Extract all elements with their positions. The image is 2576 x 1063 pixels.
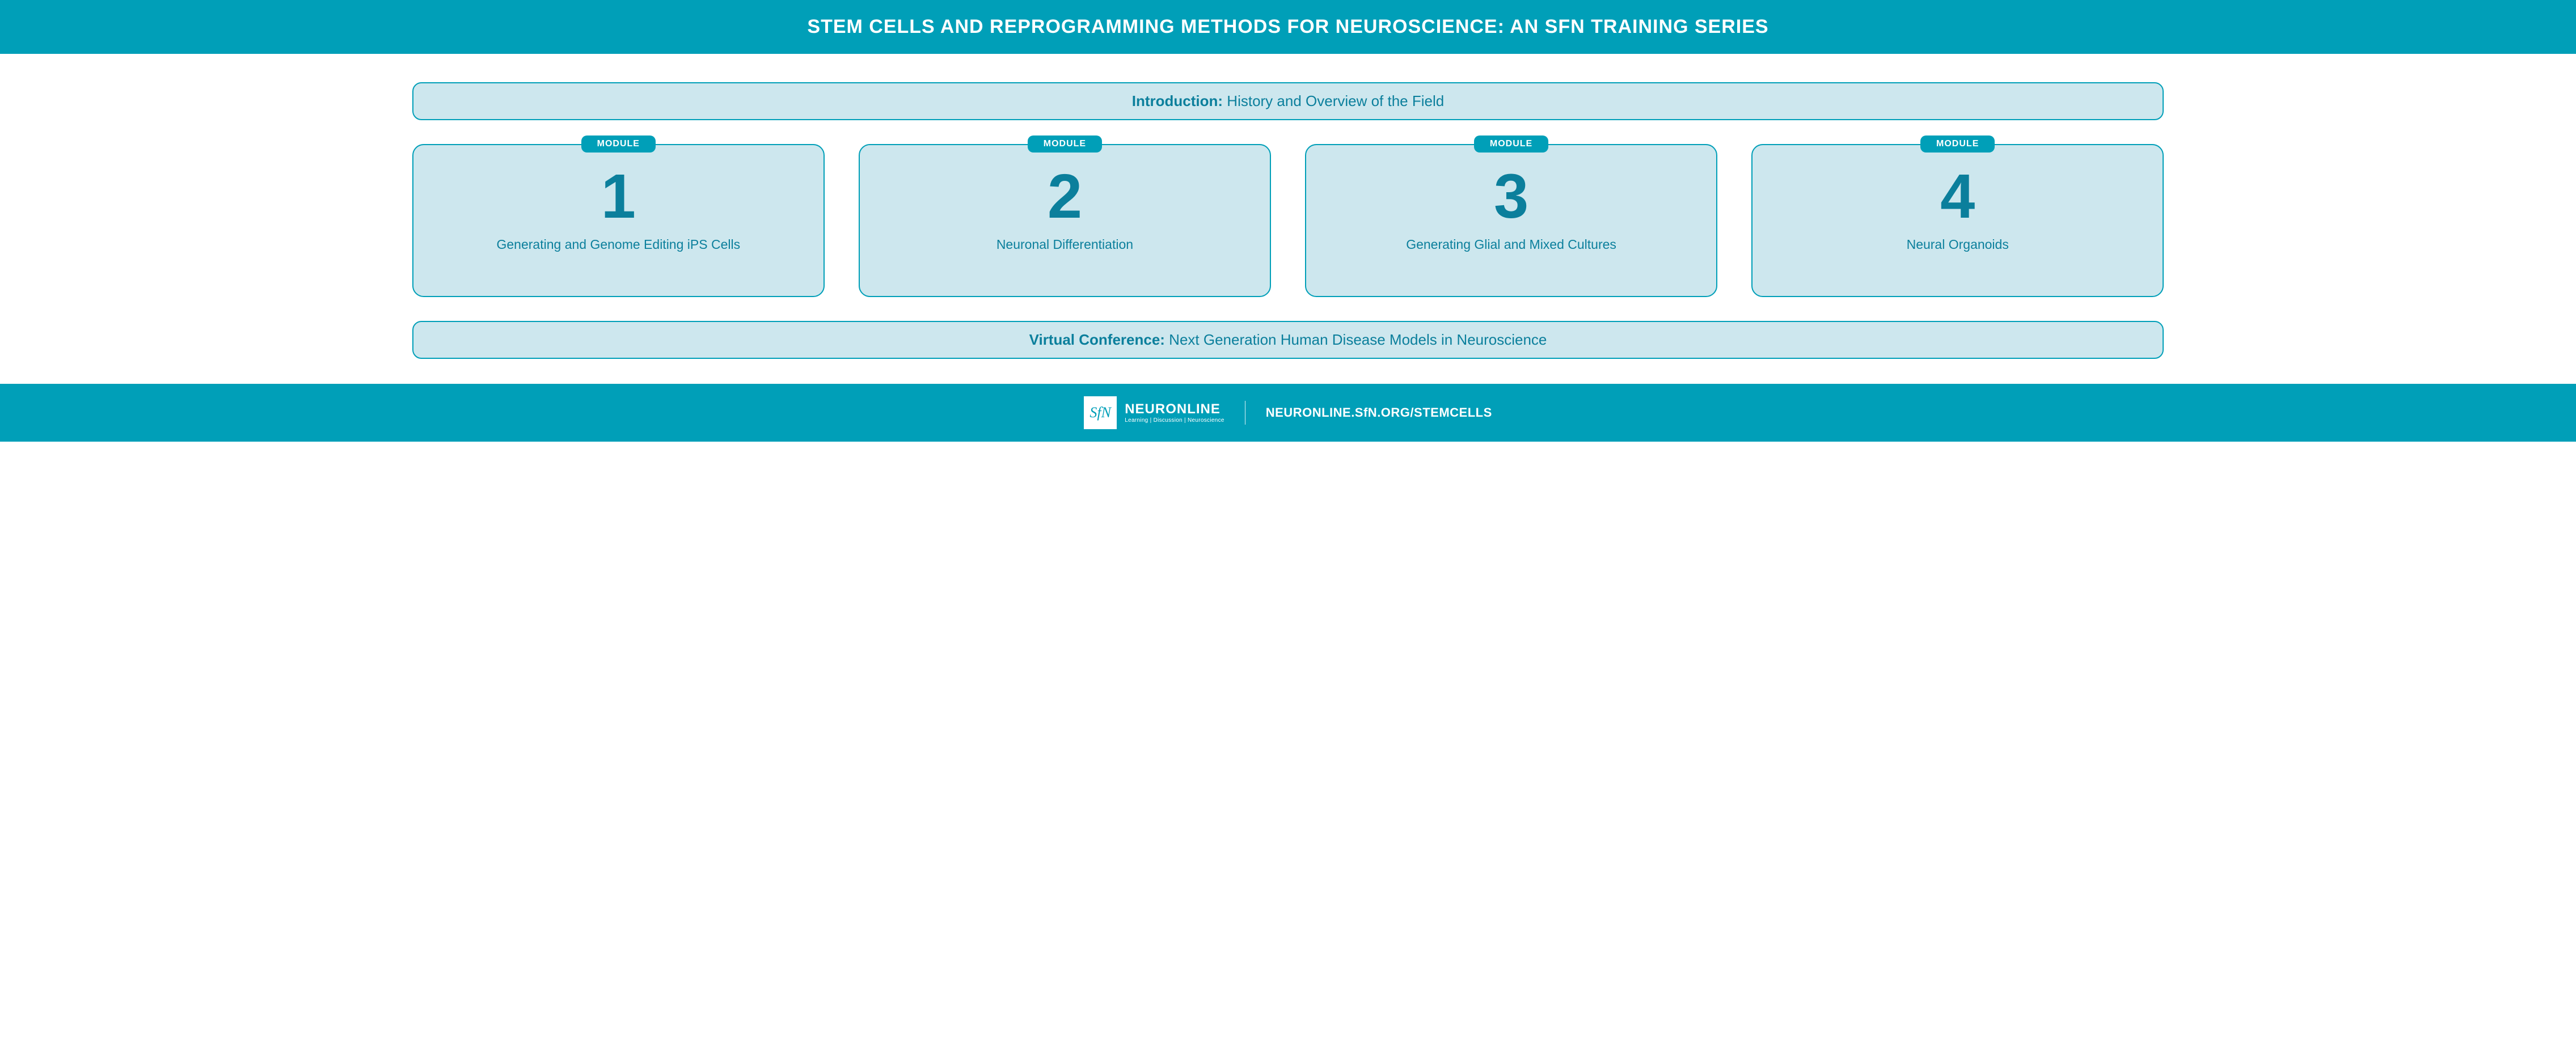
- logo-mark-text: SfN: [1089, 404, 1111, 421]
- module-card: 2 Neuronal Differentiation: [859, 144, 1271, 297]
- module-badge: MODULE: [581, 135, 656, 153]
- footer-bar: SfN NEURONLINE Learning | Discussion | N…: [0, 384, 2576, 442]
- module-number: 4: [1940, 166, 1975, 228]
- footer-url: NEURONLINE.SfN.ORG/STEMCELLS: [1266, 405, 1492, 420]
- module-title: Neural Organoids: [1907, 236, 2009, 253]
- header-title: STEM CELLS AND REPROGRAMMING METHODS FOR…: [807, 16, 1768, 37]
- intro-rest: History and Overview of the Field: [1223, 92, 1444, 109]
- logo-block: SfN NEURONLINE Learning | Discussion | N…: [1084, 396, 1224, 429]
- conference-rest: Next Generation Human Disease Models in …: [1165, 331, 1547, 348]
- logo-mark-icon: SfN: [1084, 396, 1117, 429]
- module-title: Generating and Genome Editing iPS Cells: [497, 236, 741, 253]
- module-badge: MODULE: [1474, 135, 1548, 153]
- module-1: MODULE 1 Generating and Genome Editing i…: [412, 144, 825, 297]
- conference-pill: Virtual Conference: Next Generation Huma…: [412, 321, 2164, 359]
- module-4: MODULE 4 Neural Organoids: [1751, 144, 2164, 297]
- module-number: 1: [601, 166, 636, 228]
- intro-bold: Introduction:: [1132, 92, 1223, 109]
- logo-subtitle: Learning | Discussion | Neuroscience: [1125, 417, 1224, 424]
- content-area: Introduction: History and Overview of th…: [0, 54, 2576, 384]
- module-card: 1 Generating and Genome Editing iPS Cell…: [412, 144, 825, 297]
- module-card: 4 Neural Organoids: [1751, 144, 2164, 297]
- infographic-root: STEM CELLS AND REPROGRAMMING METHODS FOR…: [0, 0, 2576, 442]
- header-bar: STEM CELLS AND REPROGRAMMING METHODS FOR…: [0, 0, 2576, 54]
- modules-row: MODULE 1 Generating and Genome Editing i…: [412, 144, 2164, 297]
- module-2: MODULE 2 Neuronal Differentiation: [859, 144, 1271, 297]
- module-title: Generating Glial and Mixed Cultures: [1406, 236, 1616, 253]
- module-3: MODULE 3 Generating Glial and Mixed Cult…: [1305, 144, 1717, 297]
- intro-pill: Introduction: History and Overview of th…: [412, 82, 2164, 120]
- logo-title: NEURONLINE: [1125, 401, 1224, 418]
- conference-bold: Virtual Conference:: [1029, 331, 1165, 348]
- module-card: 3 Generating Glial and Mixed Cultures: [1305, 144, 1717, 297]
- module-number: 2: [1048, 166, 1082, 228]
- module-title: Neuronal Differentiation: [996, 236, 1133, 253]
- module-badge: MODULE: [1920, 135, 1995, 153]
- module-badge: MODULE: [1028, 135, 1102, 153]
- module-number: 3: [1494, 166, 1528, 228]
- logo-text: NEURONLINE Learning | Discussion | Neuro…: [1125, 401, 1224, 425]
